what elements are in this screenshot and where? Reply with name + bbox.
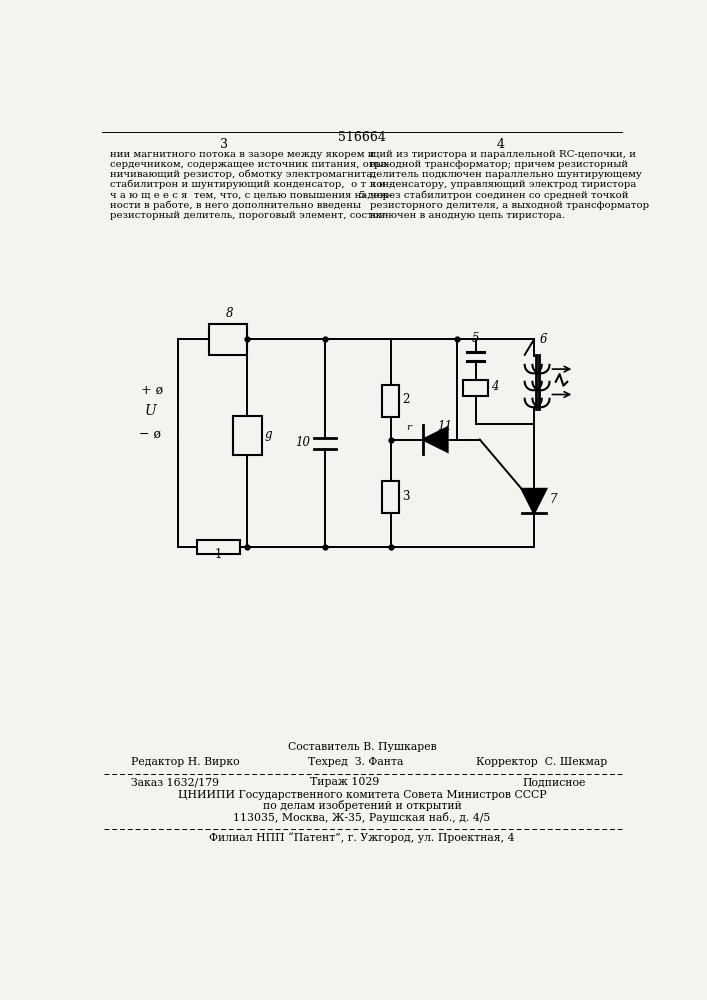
Text: 516664: 516664 (338, 131, 386, 144)
Text: − ø: − ø (139, 428, 160, 441)
Text: ЦНИИПИ Государственного комитета Совета Министров СССР: ЦНИИПИ Государственного комитета Совета … (177, 790, 547, 800)
Bar (209, 324, 247, 355)
Text: щий из тиристора и параллельной RC-цепочки, и: щий из тиристора и параллельной RC-цепоч… (370, 150, 636, 159)
Text: Подписное: Подписное (522, 777, 586, 787)
Text: 4: 4 (491, 380, 499, 393)
Text: 3: 3 (402, 490, 410, 503)
Text: через стабилитрон соединен со средней точкой: через стабилитрон соединен со средней то… (370, 190, 629, 200)
Text: ч а ю щ е е с я  тем, что, с целью повышения надеж-: ч а ю щ е е с я тем, что, с целью повыше… (110, 191, 392, 200)
Polygon shape (423, 427, 448, 452)
Text: 7: 7 (549, 493, 557, 506)
Bar (464, 380, 489, 396)
Text: 5: 5 (358, 191, 365, 200)
Text: по делам изобретений и открытий: по делам изобретений и открытий (262, 800, 462, 811)
Text: + ø: + ø (141, 383, 163, 396)
Text: Составитель В. Пушкарев: Составитель В. Пушкарев (288, 742, 436, 752)
Text: 1: 1 (214, 548, 222, 561)
Text: 6: 6 (539, 333, 547, 346)
Text: r: r (407, 423, 411, 432)
Bar (382, 385, 399, 417)
Text: Заказ 1632/179: Заказ 1632/179 (131, 777, 219, 787)
Text: g: g (264, 428, 271, 441)
Text: 2: 2 (402, 393, 409, 406)
Text: стабилитрон и шунтирующий конденсатор,  о т л и -: стабилитрон и шунтирующий конденсатор, о… (110, 180, 392, 189)
Bar (233, 416, 262, 455)
Text: нии магнитного потока в зазоре между якорем и: нии магнитного потока в зазоре между яко… (110, 150, 375, 159)
Polygon shape (522, 489, 547, 513)
Text: Филиал НПП “Патент”, г. Ужгород, ул. Проектная, 4: Филиал НПП “Патент”, г. Ужгород, ул. Про… (209, 832, 515, 843)
Text: сердечником, содержащее источник питания, огра-: сердечником, содержащее источник питания… (110, 160, 390, 169)
Text: Корректор  С. Шекмар: Корректор С. Шекмар (476, 757, 607, 767)
Text: ности в работе, в него дополнительно введены: ности в работе, в него дополнительно вве… (110, 200, 361, 210)
Text: 10: 10 (296, 436, 310, 449)
Text: Техред  З. Фанта: Техред З. Фанта (308, 757, 403, 767)
Text: делитель подключен параллельно шунтирующему: делитель подключен параллельно шунтирующ… (370, 170, 641, 179)
Text: конденсатору, управляющий электрод тиристора: конденсатору, управляющий электрод тирис… (370, 180, 636, 189)
Text: ничивающий резистор, обмотку электромагнита,: ничивающий резистор, обмотку электромагн… (110, 170, 375, 179)
Text: 3: 3 (220, 138, 228, 151)
Text: 11: 11 (437, 420, 452, 433)
Text: Тираж 1029: Тираж 1029 (310, 777, 379, 787)
Text: 5: 5 (472, 332, 479, 345)
Text: резисторный делитель, пороговый элемент, состоя-: резисторный делитель, пороговый элемент,… (110, 211, 389, 220)
Text: 4: 4 (497, 138, 505, 151)
Text: включен в анодную цепь тиристора.: включен в анодную цепь тиристора. (370, 211, 565, 220)
Text: 113035, Москва, Ж-35, Раушская наб., д. 4/5: 113035, Москва, Ж-35, Раушская наб., д. … (233, 812, 491, 823)
Text: U: U (145, 404, 157, 418)
Text: выходной трансформатор; причем резисторный: выходной трансформатор; причем резисторн… (370, 160, 628, 169)
Text: Редактор Н. Вирко: Редактор Н. Вирко (131, 757, 240, 767)
Text: 8: 8 (226, 307, 233, 320)
Bar (197, 540, 240, 554)
Bar (382, 481, 399, 513)
Text: резисторного делителя, а выходной трансформатор: резисторного делителя, а выходной трансф… (370, 201, 649, 210)
